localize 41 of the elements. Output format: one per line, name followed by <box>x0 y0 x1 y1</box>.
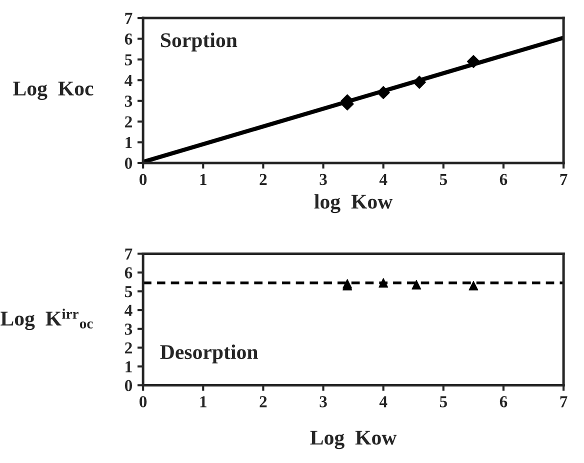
y-tick-label: 2 <box>125 342 132 354</box>
y-tick-label: 4 <box>124 304 132 316</box>
point <box>376 86 390 100</box>
y-tick-label: 6 <box>124 34 132 45</box>
x-axis-title: Log Kow <box>310 430 397 450</box>
x-tick-label: 3 <box>320 174 327 186</box>
y-tick-label: 1 <box>126 137 132 148</box>
y-tick-label: 4 <box>124 74 132 86</box>
y-axis-title: Log K$^{irr}$$_{oc}$ <box>0 308 93 330</box>
y-tick-label: 5 <box>124 286 132 298</box>
y-tick-label: 0 <box>124 158 132 169</box>
y-tick-label: 6 <box>124 267 132 278</box>
x-tick-label: 0 <box>140 174 147 186</box>
y-tick-label: 0 <box>124 380 132 392</box>
y-axis-title: Log Koc <box>13 82 94 100</box>
x-tick-label: 4 <box>379 396 388 408</box>
x-tick-label: 3 <box>320 396 327 408</box>
x-tick-label: 6 <box>500 396 508 408</box>
annotation: Desorption <box>160 344 258 364</box>
x-tick-label: 1 <box>200 174 206 185</box>
x-tick-label: 5 <box>440 174 447 186</box>
x-tick-label: 2 <box>260 396 267 408</box>
x-tick-label: 6 <box>500 174 508 186</box>
y-tick-label: 3 <box>124 324 132 335</box>
y-tick-label: 7 <box>125 12 132 24</box>
annotation: Sorption <box>161 32 238 52</box>
y-tick-label: 7 <box>125 248 132 260</box>
x-tick-label: 2 <box>260 174 267 185</box>
y-tick-label: 5 <box>124 54 132 66</box>
x-tick-label: 0 <box>140 396 147 408</box>
x-tick-label: 1 <box>200 396 206 408</box>
x-tick-label: 4 <box>379 174 388 185</box>
y-tick-label: 1 <box>126 361 132 372</box>
x-axis-title: log Kow <box>314 194 393 214</box>
x-tick-label: 7 <box>560 396 568 408</box>
y-tick-label: 3 <box>124 96 132 107</box>
point <box>466 54 480 68</box>
x-tick-label: 7 <box>560 174 568 185</box>
y-tick-label: 2 <box>125 116 132 128</box>
x-tick-label: 5 <box>440 396 447 408</box>
point <box>412 76 426 89</box>
